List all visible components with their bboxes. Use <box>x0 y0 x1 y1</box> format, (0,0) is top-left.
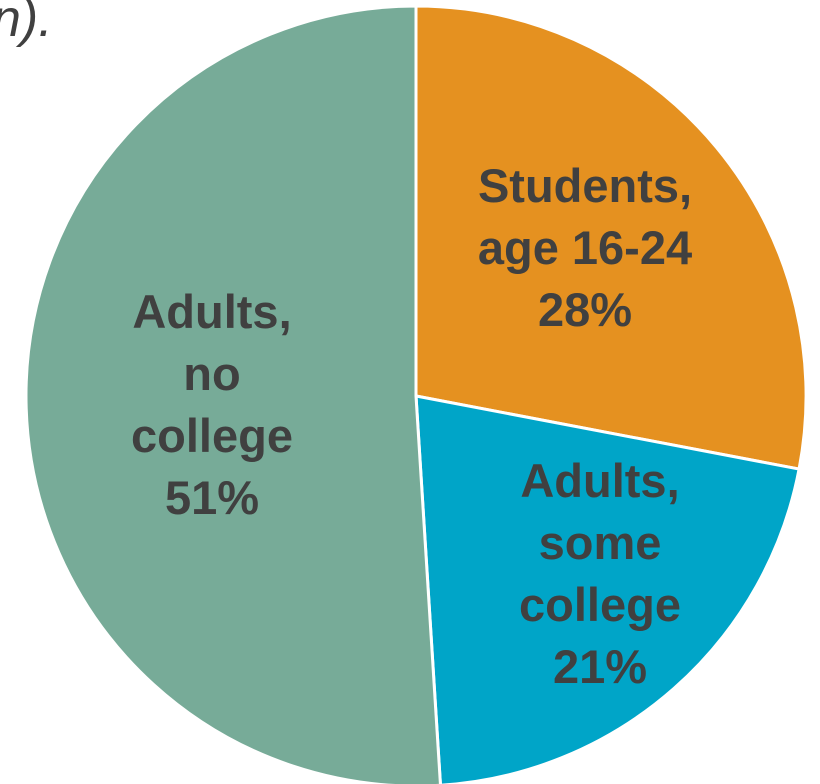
slice-category-label: Students, <box>478 159 692 212</box>
slice-category-label: Adults, <box>520 454 679 507</box>
slices-layer <box>24 4 808 784</box>
pie-slice <box>414 4 808 471</box>
slice-category-label: college <box>519 578 681 631</box>
slice-category-label: age 16-24 <box>478 221 692 274</box>
slice-label: Adults, no college 51% <box>131 285 293 524</box>
pie-slice <box>24 4 442 784</box>
slice-category-label: college <box>131 409 293 462</box>
slice-value-label: 21% <box>553 640 647 693</box>
slice-value-label: 28% <box>538 283 632 336</box>
slice-category-label: Adults, <box>132 285 291 338</box>
slice-category-label: no <box>183 347 240 400</box>
chart-title-fragment: n). <box>0 0 53 48</box>
slice-label: Adults, some college 21% <box>519 454 681 693</box>
labels-layer: Students, age 16-24 28% Adults, some college 2… <box>131 159 692 693</box>
slice-category-label: some <box>539 516 662 569</box>
pie-slice <box>414 394 801 784</box>
slice-value-label: 51% <box>165 471 259 524</box>
slice-label: Students, age 16-24 28% <box>478 159 692 336</box>
